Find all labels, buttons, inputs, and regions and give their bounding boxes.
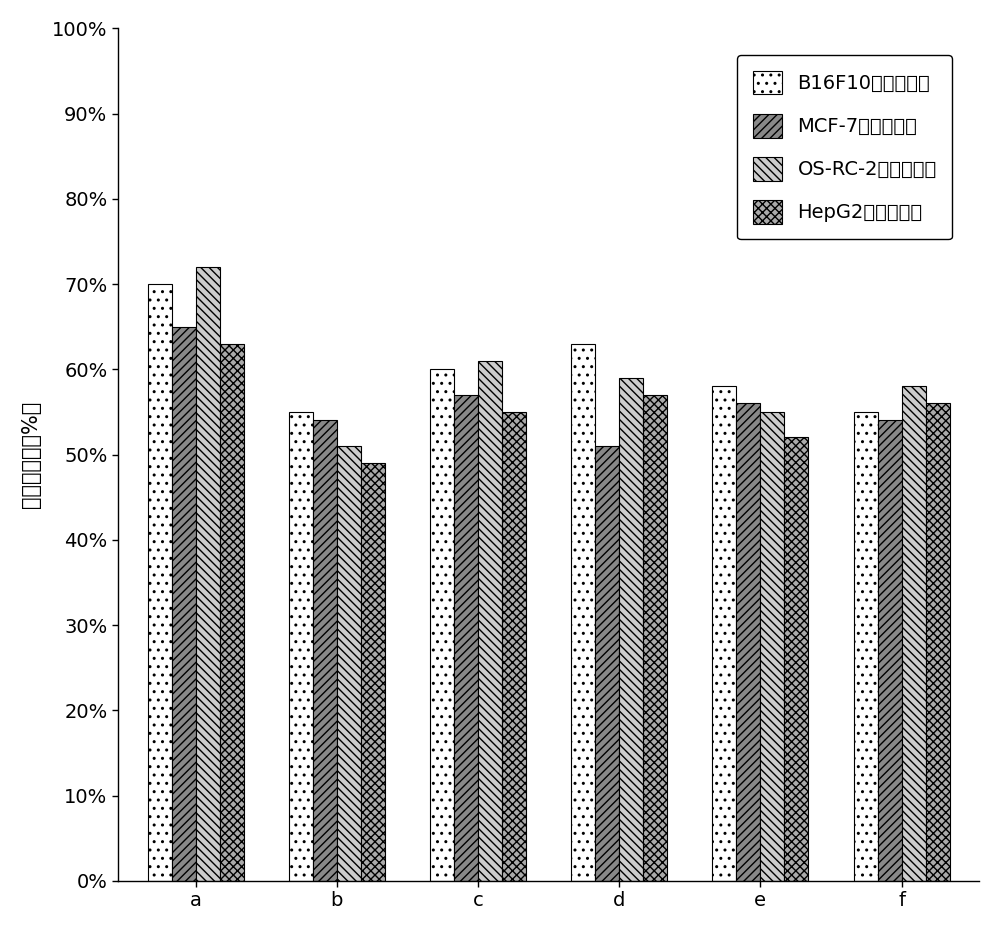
Bar: [172, 327, 196, 881]
Bar: [902, 386, 926, 881]
Legend: B16F10细胞存活率, MCF-7细胞存活率, OS-RC-2细胞存活率, HepG2细胞存活率: B16F10细胞存活率, MCF-7细胞存活率, OS-RC-2细胞存活率, H…: [737, 55, 952, 239]
Bar: [571, 344, 595, 881]
Bar: [196, 267, 220, 881]
Bar: [430, 370, 454, 881]
Bar: [619, 378, 643, 881]
Bar: [148, 284, 172, 881]
Bar: [454, 395, 478, 881]
Bar: [361, 463, 385, 881]
Bar: [784, 438, 808, 881]
Bar: [220, 344, 244, 881]
Bar: [595, 446, 619, 881]
Bar: [337, 446, 361, 881]
Bar: [313, 421, 337, 881]
Bar: [643, 395, 667, 881]
Bar: [854, 412, 878, 881]
Y-axis label: 细胞存活率（%）: 细胞存活率（%）: [21, 401, 41, 508]
Bar: [878, 421, 902, 881]
Bar: [502, 412, 526, 881]
Bar: [926, 403, 950, 881]
Bar: [289, 412, 313, 881]
Bar: [736, 403, 760, 881]
Bar: [478, 361, 502, 881]
Bar: [712, 386, 736, 881]
Bar: [760, 412, 784, 881]
